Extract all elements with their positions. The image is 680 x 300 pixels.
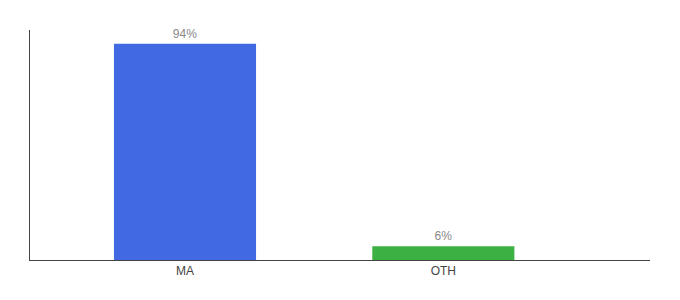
svg-text:MA: MA <box>176 264 194 278</box>
svg-text:OTH: OTH <box>431 264 456 278</box>
svg-text:6%: 6% <box>434 229 452 243</box>
svg-text:94%: 94% <box>173 27 197 41</box>
